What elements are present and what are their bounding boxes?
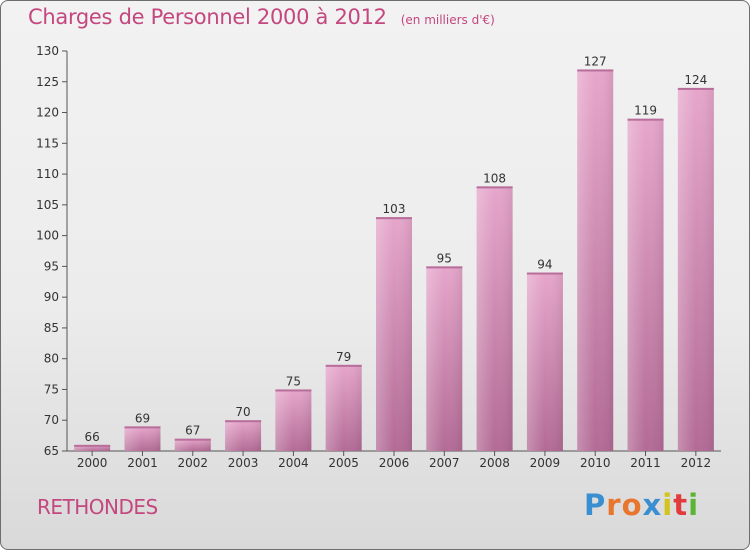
bar-shading bbox=[74, 444, 111, 451]
x-tick-label: 2009 bbox=[530, 456, 561, 470]
data-label: 95 bbox=[437, 251, 452, 265]
bar-top-edge bbox=[174, 438, 211, 441]
data-label: 69 bbox=[135, 411, 150, 425]
data-label: 108 bbox=[483, 171, 506, 185]
logo-letter: P bbox=[584, 488, 607, 522]
bar-top-edge bbox=[74, 444, 111, 447]
bar-shading bbox=[577, 69, 614, 451]
data-label: 67 bbox=[185, 424, 200, 438]
y-tick-label: 80 bbox=[44, 352, 59, 366]
y-tick-label: 65 bbox=[44, 444, 59, 458]
logo-letter: x bbox=[642, 488, 663, 522]
logo-letter: i bbox=[688, 488, 700, 522]
y-tick-label: 120 bbox=[36, 106, 59, 120]
data-label: 70 bbox=[235, 405, 250, 419]
bar-top-edge bbox=[426, 266, 463, 269]
unit-note: (en milliers d'€) bbox=[400, 13, 495, 27]
y-tick-label: 75 bbox=[44, 382, 59, 396]
x-tick-label: 2007 bbox=[429, 456, 460, 470]
x-tick-label: 2002 bbox=[177, 456, 208, 470]
y-tick-label: 130 bbox=[36, 44, 59, 58]
bar-2008: 108 bbox=[476, 171, 513, 451]
x-tick-label: 2005 bbox=[328, 456, 359, 470]
y-tick-label: 105 bbox=[36, 198, 59, 212]
bar-shading bbox=[376, 217, 412, 451]
data-label: 79 bbox=[336, 350, 351, 364]
y-tick-label: 85 bbox=[44, 321, 59, 335]
x-tick-label: 2004 bbox=[278, 456, 309, 470]
x-tick-label: 2008 bbox=[479, 456, 510, 470]
chart-title-block: Charges de Personnel 2000 à 2012 (en mill… bbox=[28, 5, 495, 29]
bar-top-edge bbox=[476, 186, 513, 189]
x-tick-label: 2003 bbox=[228, 456, 259, 470]
x-tick-label: 2010 bbox=[580, 456, 611, 470]
y-tick-label: 110 bbox=[36, 167, 59, 181]
data-label: 124 bbox=[684, 73, 707, 87]
bar-top-edge bbox=[225, 420, 262, 423]
bar-top-edge bbox=[677, 87, 714, 90]
logo-letter: o bbox=[621, 488, 643, 522]
bar-shading bbox=[526, 272, 563, 451]
y-tick-label: 125 bbox=[36, 75, 59, 89]
bar-2006: 103 bbox=[376, 202, 412, 451]
bar-top-edge bbox=[376, 217, 412, 220]
data-label: 119 bbox=[634, 104, 657, 118]
data-label: 103 bbox=[383, 202, 406, 216]
bar-top-edge bbox=[275, 389, 312, 392]
bar-2001: 69 bbox=[124, 411, 161, 451]
bar-top-edge bbox=[627, 118, 664, 121]
y-tick-label: 90 bbox=[44, 290, 59, 304]
logo-letter: t bbox=[673, 488, 689, 522]
bar-shading bbox=[174, 438, 211, 451]
bar-shading bbox=[627, 118, 664, 451]
bar-2011: 119 bbox=[627, 104, 664, 451]
logo-letter: r bbox=[606, 488, 622, 522]
bar-shading bbox=[426, 266, 463, 451]
proxiti-logo: Proxiti bbox=[584, 488, 699, 522]
bar-top-edge bbox=[577, 69, 614, 72]
logo-letter: i bbox=[662, 488, 674, 522]
bar-2007: 95 bbox=[426, 251, 463, 451]
commune-name: RETHONDES bbox=[37, 495, 158, 519]
x-tick-label: 2012 bbox=[681, 456, 712, 470]
x-tick-label: 2001 bbox=[127, 456, 158, 470]
bar-shading bbox=[225, 420, 262, 451]
bar-2005: 79 bbox=[325, 350, 362, 451]
bar-2009: 94 bbox=[526, 258, 563, 451]
bar-2004: 75 bbox=[275, 374, 312, 451]
data-label: 94 bbox=[537, 258, 552, 272]
bar-shading bbox=[476, 186, 513, 451]
bar-top-edge bbox=[526, 272, 563, 275]
x-tick-label: 2006 bbox=[379, 456, 410, 470]
bar-top-edge bbox=[325, 364, 362, 367]
data-label: 75 bbox=[286, 374, 301, 388]
y-tick-label: 70 bbox=[44, 413, 59, 427]
bar-shading bbox=[275, 389, 312, 451]
bar-top-edge bbox=[124, 426, 161, 429]
bar-2010: 127 bbox=[577, 54, 614, 451]
bar-2003: 70 bbox=[225, 405, 262, 451]
bar-2002: 67 bbox=[174, 424, 211, 451]
bar-2012: 124 bbox=[677, 73, 714, 451]
y-tick-label: 100 bbox=[36, 229, 59, 243]
y-tick-label: 95 bbox=[44, 259, 59, 273]
bar-shading bbox=[124, 426, 161, 451]
data-label: 66 bbox=[85, 430, 100, 444]
x-tick-label: 2011 bbox=[630, 456, 661, 470]
x-tick-label: 2000 bbox=[77, 456, 108, 470]
bar-shading bbox=[677, 87, 714, 451]
y-tick-label: 115 bbox=[36, 136, 59, 150]
bar-shading bbox=[325, 364, 362, 451]
data-label: 127 bbox=[584, 54, 607, 68]
bar-2000: 66 bbox=[74, 430, 111, 451]
chart-title: Charges de Personnel 2000 à 2012 bbox=[28, 5, 387, 29]
